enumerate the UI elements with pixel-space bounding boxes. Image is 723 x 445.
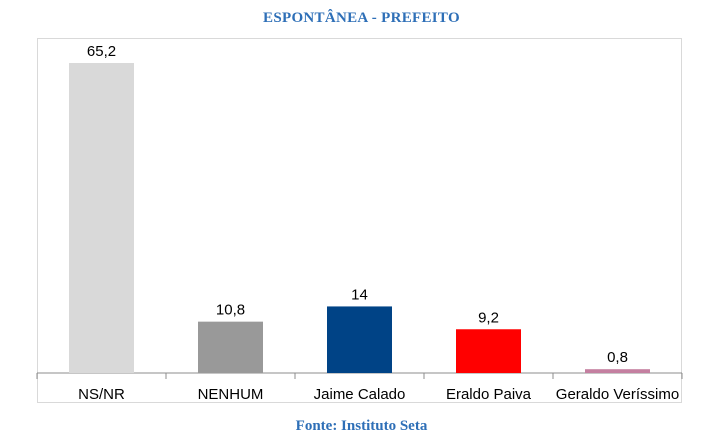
category-label: NS/NR [78, 386, 125, 403]
bar-1 [198, 321, 263, 373]
category-label: Eraldo Paiva [446, 386, 532, 403]
bar-2 [327, 306, 392, 373]
bar-0 [69, 63, 134, 373]
data-label: 65,2 [87, 43, 116, 60]
bar-3 [456, 329, 521, 373]
category-label: Jaime Calado [314, 386, 406, 403]
data-label: 9,2 [478, 309, 499, 326]
source-note: Fonte: Instituto Seta [295, 418, 428, 434]
bar-4 [585, 369, 650, 373]
data-label: 14 [351, 286, 368, 303]
data-label: 10,8 [216, 302, 245, 319]
category-label: NENHUM [198, 386, 264, 403]
chart-title: ESPONTÂNEA - PREFEITO [263, 10, 460, 26]
data-label: 0,8 [607, 349, 628, 366]
category-label: Geraldo Veríssimo [556, 386, 679, 403]
chart-frame [37, 38, 682, 403]
